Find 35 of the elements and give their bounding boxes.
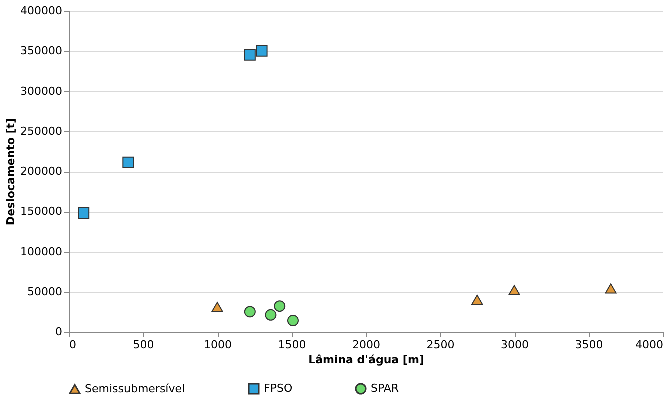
x-tick-label: 2500 — [426, 338, 455, 352]
y-tick-label: 150000 — [20, 205, 62, 218]
point — [244, 49, 256, 61]
point — [274, 300, 286, 312]
point — [472, 294, 484, 305]
y-tick-label: 300000 — [20, 84, 62, 98]
point — [605, 284, 617, 294]
x-axis-title: Lâmina d'água [m] — [308, 354, 424, 366]
x-tick-label: 1500 — [278, 338, 306, 352]
x-tick-label: 2000 — [352, 338, 380, 352]
y-tick-label: 0 — [56, 326, 62, 338]
point — [256, 45, 268, 57]
point — [78, 207, 90, 219]
y-tick-label: 250000 — [20, 124, 62, 138]
y-tick-label: 200000 — [20, 165, 62, 178]
x-tick-label: 0 — [70, 338, 76, 352]
x-tick-label: 4000 — [636, 338, 664, 352]
point — [244, 306, 256, 318]
y-tick-label: 100000 — [20, 245, 62, 258]
point — [287, 315, 299, 326]
legend-label: Semissubmersível — [85, 382, 186, 396]
y-tick-label: 350000 — [20, 44, 62, 58]
legend-label: SPAR — [371, 382, 400, 395]
x-tick-label: 1000 — [204, 338, 232, 352]
y-tick-label: 400000 — [20, 4, 62, 18]
point — [508, 285, 520, 296]
legend-label: FPSO — [264, 382, 293, 395]
y-axis-title: Deslocamento [t] — [4, 118, 18, 226]
x-tick-label: 500 — [133, 338, 154, 352]
point — [122, 156, 134, 168]
point — [265, 309, 277, 321]
x-tick-label: 3000 — [501, 338, 529, 352]
point — [212, 302, 224, 312]
y-tick-label: 50000 — [28, 285, 62, 298]
x-tick-label: 3500 — [575, 338, 604, 352]
